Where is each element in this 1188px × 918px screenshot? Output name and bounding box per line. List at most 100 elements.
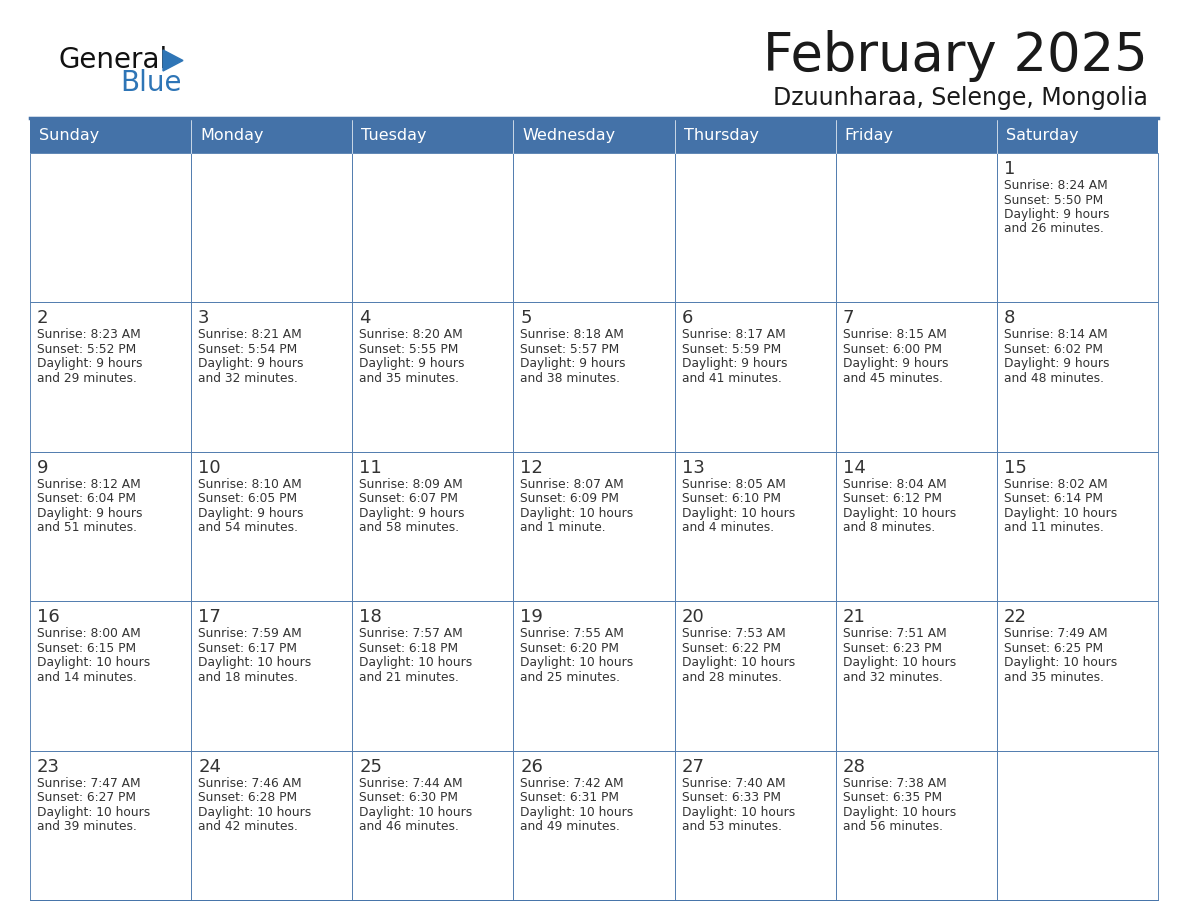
Text: Blue: Blue: [120, 69, 182, 97]
Text: Sunset: 5:54 PM: Sunset: 5:54 PM: [198, 343, 297, 356]
Bar: [675, 452, 835, 601]
Text: Sunrise: 7:51 AM: Sunrise: 7:51 AM: [842, 627, 947, 640]
Text: 13: 13: [682, 459, 704, 476]
Bar: [30, 751, 191, 900]
Text: Sunset: 6:07 PM: Sunset: 6:07 PM: [359, 492, 459, 505]
Text: Daylight: 10 hours: Daylight: 10 hours: [359, 656, 473, 669]
Text: Daylight: 10 hours: Daylight: 10 hours: [359, 806, 473, 819]
Text: Sunset: 5:57 PM: Sunset: 5:57 PM: [520, 343, 620, 356]
Text: Tuesday: Tuesday: [361, 128, 426, 143]
Text: 26: 26: [520, 757, 543, 776]
Text: 11: 11: [359, 459, 383, 476]
Text: Sunrise: 8:17 AM: Sunrise: 8:17 AM: [682, 329, 785, 341]
Bar: [675, 601, 835, 751]
Text: February 2025: February 2025: [763, 30, 1148, 82]
Text: Daylight: 10 hours: Daylight: 10 hours: [520, 806, 633, 819]
Text: Sunset: 6:05 PM: Sunset: 6:05 PM: [198, 492, 297, 505]
Bar: [997, 302, 1158, 452]
Text: Sunrise: 8:23 AM: Sunrise: 8:23 AM: [37, 329, 140, 341]
Text: Sunday: Sunday: [39, 128, 100, 143]
Text: 20: 20: [682, 609, 704, 626]
Text: Sunrise: 8:12 AM: Sunrise: 8:12 AM: [37, 477, 140, 491]
Text: 28: 28: [842, 757, 866, 776]
Text: General: General: [58, 46, 168, 74]
Text: 16: 16: [37, 609, 59, 626]
Text: and 49 minutes.: and 49 minutes.: [520, 820, 620, 834]
Text: Daylight: 10 hours: Daylight: 10 hours: [1004, 656, 1117, 669]
Text: 9: 9: [37, 459, 49, 476]
Text: Sunset: 6:09 PM: Sunset: 6:09 PM: [520, 492, 619, 505]
Text: and 56 minutes.: and 56 minutes.: [842, 820, 943, 834]
Bar: [191, 751, 353, 900]
Text: Sunrise: 8:04 AM: Sunrise: 8:04 AM: [842, 477, 947, 491]
Text: and 41 minutes.: and 41 minutes.: [682, 372, 782, 385]
Text: 27: 27: [682, 757, 704, 776]
Bar: [997, 751, 1158, 900]
Text: Sunset: 6:18 PM: Sunset: 6:18 PM: [359, 642, 459, 655]
Text: Sunset: 6:22 PM: Sunset: 6:22 PM: [682, 642, 781, 655]
Text: Sunset: 6:12 PM: Sunset: 6:12 PM: [842, 492, 942, 505]
Text: 2: 2: [37, 309, 49, 328]
Text: and 26 minutes.: and 26 minutes.: [1004, 222, 1104, 236]
Text: Daylight: 9 hours: Daylight: 9 hours: [682, 357, 788, 370]
Text: Sunrise: 7:42 AM: Sunrise: 7:42 AM: [520, 777, 624, 789]
Text: Sunrise: 8:05 AM: Sunrise: 8:05 AM: [682, 477, 785, 491]
Text: 25: 25: [359, 757, 383, 776]
Text: Sunrise: 7:57 AM: Sunrise: 7:57 AM: [359, 627, 463, 640]
Text: and 28 minutes.: and 28 minutes.: [682, 671, 782, 684]
Text: Sunrise: 8:10 AM: Sunrise: 8:10 AM: [198, 477, 302, 491]
Text: and 38 minutes.: and 38 minutes.: [520, 372, 620, 385]
Text: and 1 minute.: and 1 minute.: [520, 521, 606, 534]
Text: and 25 minutes.: and 25 minutes.: [520, 671, 620, 684]
Text: Sunset: 6:00 PM: Sunset: 6:00 PM: [842, 343, 942, 356]
Text: and 48 minutes.: and 48 minutes.: [1004, 372, 1104, 385]
Text: Daylight: 10 hours: Daylight: 10 hours: [37, 806, 150, 819]
Bar: [191, 302, 353, 452]
Text: Sunset: 6:35 PM: Sunset: 6:35 PM: [842, 791, 942, 804]
Text: Daylight: 10 hours: Daylight: 10 hours: [842, 656, 956, 669]
Text: Sunset: 6:10 PM: Sunset: 6:10 PM: [682, 492, 781, 505]
Text: 12: 12: [520, 459, 543, 476]
Text: Sunrise: 7:55 AM: Sunrise: 7:55 AM: [520, 627, 625, 640]
Text: Sunrise: 8:14 AM: Sunrise: 8:14 AM: [1004, 329, 1107, 341]
Text: Sunrise: 8:18 AM: Sunrise: 8:18 AM: [520, 329, 625, 341]
Text: Sunrise: 8:00 AM: Sunrise: 8:00 AM: [37, 627, 140, 640]
Text: and 21 minutes.: and 21 minutes.: [359, 671, 459, 684]
Text: and 11 minutes.: and 11 minutes.: [1004, 521, 1104, 534]
Bar: [191, 601, 353, 751]
Text: Sunset: 6:28 PM: Sunset: 6:28 PM: [198, 791, 297, 804]
Text: and 8 minutes.: and 8 minutes.: [842, 521, 935, 534]
Text: Sunset: 6:27 PM: Sunset: 6:27 PM: [37, 791, 135, 804]
Text: Wednesday: Wednesday: [523, 128, 615, 143]
Text: Sunrise: 8:09 AM: Sunrise: 8:09 AM: [359, 477, 463, 491]
Text: and 32 minutes.: and 32 minutes.: [198, 372, 298, 385]
Text: Sunset: 6:14 PM: Sunset: 6:14 PM: [1004, 492, 1102, 505]
Text: Daylight: 9 hours: Daylight: 9 hours: [1004, 208, 1110, 221]
Text: Daylight: 9 hours: Daylight: 9 hours: [1004, 357, 1110, 370]
Text: 19: 19: [520, 609, 543, 626]
Text: Sunset: 6:04 PM: Sunset: 6:04 PM: [37, 492, 135, 505]
Text: 1: 1: [1004, 160, 1016, 178]
Text: Daylight: 9 hours: Daylight: 9 hours: [842, 357, 948, 370]
Text: 6: 6: [682, 309, 693, 328]
Text: 3: 3: [198, 309, 209, 328]
Text: 5: 5: [520, 309, 532, 328]
Bar: [835, 302, 997, 452]
Bar: [997, 452, 1158, 601]
Text: Monday: Monday: [200, 128, 264, 143]
Bar: [675, 302, 835, 452]
Bar: [835, 751, 997, 900]
Bar: [675, 153, 835, 302]
Bar: [835, 452, 997, 601]
Text: Sunset: 6:20 PM: Sunset: 6:20 PM: [520, 642, 619, 655]
Bar: [513, 153, 675, 302]
Text: Sunset: 6:02 PM: Sunset: 6:02 PM: [1004, 343, 1102, 356]
Bar: [353, 118, 513, 153]
Text: and 35 minutes.: and 35 minutes.: [359, 372, 460, 385]
Bar: [513, 452, 675, 601]
Text: and 18 minutes.: and 18 minutes.: [198, 671, 298, 684]
Text: 14: 14: [842, 459, 866, 476]
Text: and 14 minutes.: and 14 minutes.: [37, 671, 137, 684]
Text: Daylight: 9 hours: Daylight: 9 hours: [359, 507, 465, 520]
Text: Sunrise: 7:44 AM: Sunrise: 7:44 AM: [359, 777, 463, 789]
